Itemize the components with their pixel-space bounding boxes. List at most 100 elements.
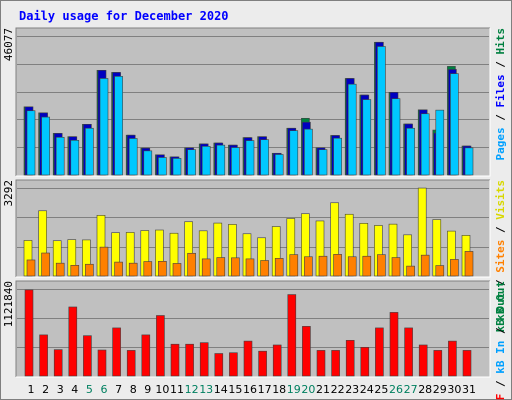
bar-kbf [214, 353, 224, 377]
bar-sites [333, 254, 342, 277]
day-bar-group [169, 156, 182, 176]
bar-pages [435, 109, 445, 176]
bar-kbf [462, 350, 472, 377]
bar-sites [99, 246, 109, 277]
legend-entry: Pages [494, 127, 507, 160]
bar-kbf [258, 350, 267, 377]
bar-kbf [185, 343, 194, 377]
day-bar-group [126, 350, 136, 377]
bar-pages [172, 158, 182, 176]
bar-kbf [243, 340, 253, 377]
bar-pages [333, 137, 342, 176]
day-bar-group [52, 133, 65, 176]
bar-kbf [126, 350, 136, 377]
day-bar-group [112, 327, 121, 377]
x-tick-label: 11 [170, 383, 184, 396]
bar-kbf [375, 327, 384, 377]
day-bar-group [389, 312, 399, 377]
bar-pages [99, 78, 109, 176]
bar-sites [231, 257, 240, 277]
day-bar-group [316, 350, 326, 377]
bar-pages [289, 130, 299, 176]
day-bar-group [111, 72, 123, 176]
bar-sites [41, 252, 50, 277]
legend-entry: kB Out [494, 293, 507, 333]
day-bar-group [38, 210, 50, 277]
day-bar-group [68, 306, 78, 377]
bar-pages [114, 76, 123, 176]
day-bar-group [198, 230, 211, 277]
bar-sites [158, 260, 167, 277]
day-bar-group [155, 154, 167, 176]
legend-entry: Files [494, 74, 507, 107]
day-bar-group [271, 226, 284, 277]
day-bar-group [403, 234, 415, 277]
bar-kbf [229, 352, 238, 377]
x-tick-label: 22 [331, 383, 345, 396]
x-tick-label: 25 [374, 383, 388, 396]
bar-kbf [68, 306, 78, 377]
x-tick-label: 4 [71, 383, 78, 396]
bar-sites [187, 252, 196, 277]
day-bar-group [302, 326, 311, 377]
bar-kbf [433, 350, 443, 377]
bar-kbf [39, 334, 48, 377]
day-bar-group [198, 143, 211, 176]
bar-sites [201, 258, 211, 277]
day-bar-group [141, 334, 151, 377]
bar-sites [55, 262, 65, 277]
bar-sites [289, 254, 299, 277]
bar-pages [216, 144, 226, 176]
bar-kbf [83, 335, 92, 377]
x-tick-label: 24 [360, 383, 374, 396]
day-bar-group [140, 147, 153, 176]
day-bar-group [417, 109, 430, 176]
bar-pages [158, 157, 167, 176]
day-bar-group [214, 353, 224, 377]
bar-pages [304, 128, 313, 176]
panel-visits-sites-kbout: 3292 kB Out / Sites / Visits [2, 179, 507, 333]
day-bar-group [301, 117, 313, 176]
x-tick-label: 18 [272, 383, 286, 396]
x-tick-label: 5 [86, 383, 93, 396]
bar-pages [362, 99, 372, 176]
day-bar-group [360, 347, 370, 377]
x-tick-label: 23 [345, 383, 359, 396]
bar-kbf [112, 327, 121, 377]
legend-separator: / [494, 55, 507, 75]
day-bar-group [417, 187, 430, 277]
day-bar-group [286, 127, 299, 176]
bar-kbf [316, 350, 326, 377]
day-bar-group [228, 224, 240, 277]
bar-kbf [272, 344, 282, 377]
day-bar-group [432, 219, 445, 277]
bar-kbf [24, 289, 34, 377]
day-bar-group [331, 350, 340, 377]
day-bar-group [315, 147, 328, 176]
legend-entry: Visits [494, 180, 507, 220]
day-bar-group [243, 340, 253, 377]
day-bar-group [140, 230, 153, 277]
day-bar-group [39, 334, 48, 377]
day-bar-group [301, 213, 313, 277]
day-bar-group [418, 344, 428, 377]
bar-pages [26, 110, 36, 176]
bar-sites [377, 254, 386, 277]
x-tick-label: 14 [214, 383, 228, 396]
day-bar-group [96, 215, 109, 277]
bar-sites [128, 262, 138, 277]
bar-pages [128, 138, 138, 176]
bar-sites [172, 263, 182, 277]
x-tick-label: 1 [28, 383, 35, 396]
bar-kbf [302, 326, 311, 377]
bar-pages [450, 73, 459, 176]
y-axis-max-label: 3292 [2, 180, 15, 207]
day-bar-group [330, 135, 342, 176]
day-bar-group [242, 137, 255, 176]
x-tick-label: 21 [316, 383, 330, 396]
panel-border-light [16, 28, 491, 177]
bar-pages [85, 127, 94, 176]
day-bar-group [24, 289, 34, 377]
x-tick-label: 29 [433, 383, 447, 396]
